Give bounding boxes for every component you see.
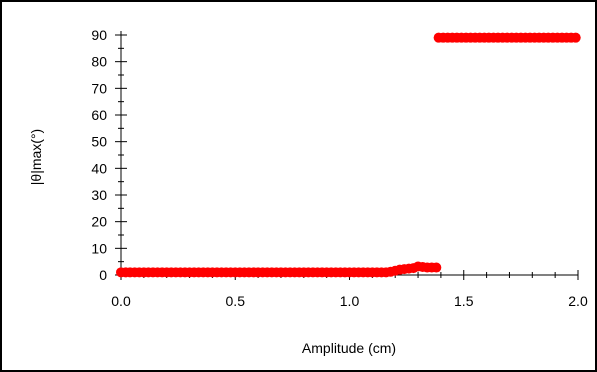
data-point xyxy=(570,32,581,43)
y-tick-label: 30 xyxy=(91,187,107,203)
x-tick-label: 0.0 xyxy=(111,293,131,309)
axes: 0 10 20 30 40 50 60 70 80 90 0.0 0.5 1.0 1.5 2.0 xyxy=(91,27,588,309)
y-tick-label: 50 xyxy=(91,134,107,150)
x-tick-label: 1.0 xyxy=(340,293,360,309)
data-points xyxy=(116,32,581,278)
y-tick-label: 40 xyxy=(91,160,107,176)
y-tick-label: 10 xyxy=(91,240,107,256)
x-tick-label: 2.0 xyxy=(568,293,588,309)
x-tick-label: 1.5 xyxy=(454,293,474,309)
y-tick-label: 60 xyxy=(91,107,107,123)
y-tick-label: 90 xyxy=(91,27,107,43)
y-tick-label: 20 xyxy=(91,214,107,230)
y-tick-label: 0 xyxy=(99,267,107,283)
y-axis-label: |θ|max(°) xyxy=(28,129,44,185)
y-tick-label: 70 xyxy=(91,80,107,96)
x-tick-label: 0.5 xyxy=(226,293,246,309)
y-tick-label: 80 xyxy=(91,54,107,70)
data-point xyxy=(431,262,442,273)
x-axis-label: Amplitude (cm) xyxy=(302,340,396,356)
